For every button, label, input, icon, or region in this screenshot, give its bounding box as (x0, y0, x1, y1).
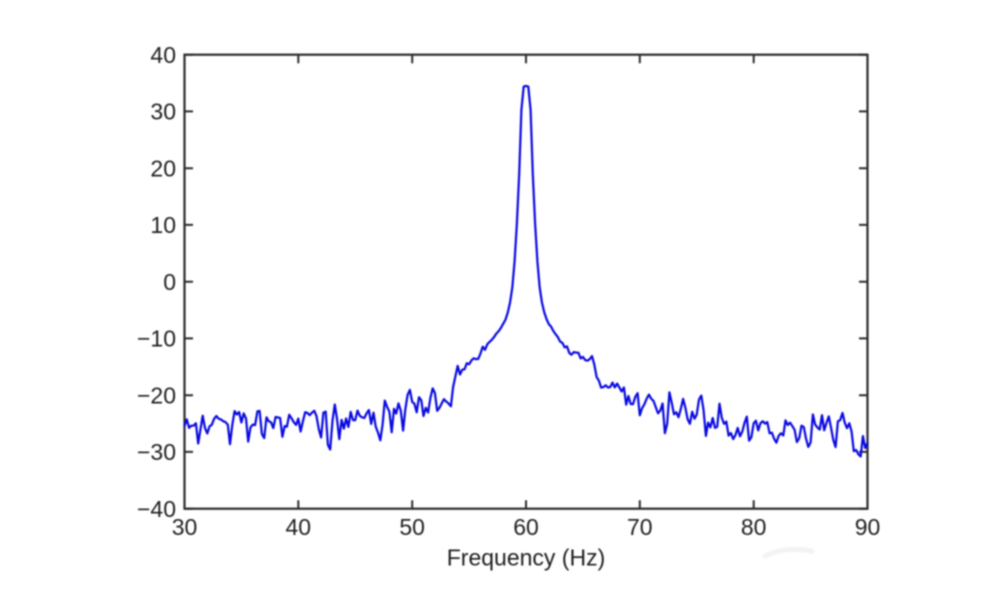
svg-text:0: 0 (163, 269, 176, 295)
svg-text:30: 30 (172, 514, 198, 540)
svg-text:60: 60 (513, 514, 539, 540)
svg-text:50: 50 (399, 514, 425, 540)
svg-text:40: 40 (286, 514, 312, 540)
svg-text:80: 80 (741, 514, 767, 540)
svg-text:−30: −30 (137, 439, 176, 465)
svg-text:70: 70 (627, 514, 653, 540)
svg-text:−20: −20 (137, 382, 176, 408)
svg-text:90: 90 (855, 514, 881, 540)
svg-text:−10: −10 (137, 326, 176, 352)
svg-text:Frequency (Hz): Frequency (Hz) (447, 545, 605, 571)
svg-text:30: 30 (150, 99, 176, 125)
svg-text:10: 10 (150, 212, 176, 238)
svg-text:−40: −40 (137, 496, 176, 522)
svg-text:20: 20 (150, 155, 176, 181)
svg-text:40: 40 (150, 42, 176, 68)
